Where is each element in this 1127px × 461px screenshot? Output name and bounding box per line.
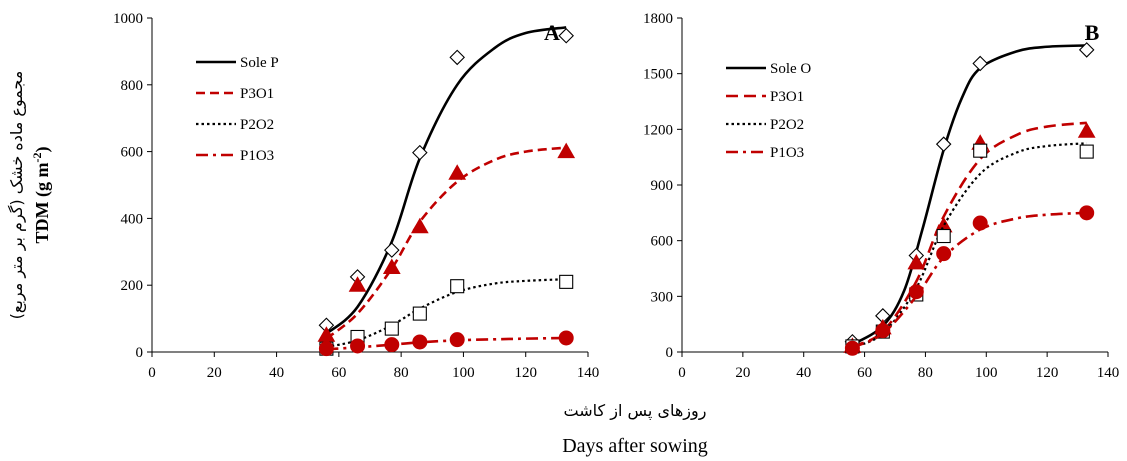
y-axis-label-group: مجموع ماده خشک (گرم بر متر مربع)	[7, 71, 27, 320]
data-point	[1079, 205, 1095, 221]
x-tick-label: 100	[975, 365, 998, 381]
data-point	[384, 242, 400, 258]
data-point	[1077, 122, 1096, 138]
legend-label: Sole O	[770, 61, 811, 77]
data-point	[450, 279, 465, 294]
y-tick-label: 1000	[113, 11, 143, 27]
series-line-p3o1	[325, 146, 567, 340]
data-point	[384, 321, 399, 336]
y-tick-label: 300	[651, 289, 674, 305]
x-tick-label: 100	[452, 365, 475, 381]
data-point	[350, 338, 366, 354]
x-tick-label: 140	[577, 365, 600, 381]
x-tick-label: 0	[148, 365, 156, 381]
x-tick-label: 60	[331, 365, 346, 381]
data-point	[936, 246, 952, 262]
y-axis-label-english-end: )	[32, 147, 53, 153]
panel-b-chart: 0 300 600 900 1200 1500 1800 0 20 40 60 80 100 120 140…	[643, 11, 1119, 381]
y-tick-label: 600	[121, 145, 144, 161]
y-tick-label: 0	[666, 345, 674, 361]
x-tick-label: 140	[1097, 365, 1120, 381]
y-tick-label: 1500	[643, 67, 673, 83]
y-tick-label: 0	[136, 345, 144, 361]
data-point	[348, 276, 367, 292]
x-tick-label: 0	[678, 365, 686, 381]
y-axis-label-english: TDM (g m-2)	[30, 147, 53, 244]
legend-label: Sole P	[240, 55, 279, 71]
y-axis-label-english-sup: -2	[30, 153, 44, 163]
data-point	[844, 340, 860, 356]
data-point	[410, 217, 429, 234]
y-tick-label: 400	[121, 211, 144, 227]
x-tick-label: 40	[796, 365, 811, 381]
y-tick-label: 200	[121, 278, 144, 294]
y-axis-label-persian: مجموع ماده خشک (گرم بر متر مربع)	[7, 71, 27, 320]
panel-letter: A	[544, 20, 560, 45]
data-point	[875, 323, 891, 339]
data-point	[972, 215, 988, 231]
data-point	[448, 164, 467, 180]
panel-letter: B	[1085, 20, 1100, 45]
legend-label: P2O2	[240, 117, 274, 133]
data-point	[908, 284, 924, 300]
x-tick-label: 120	[1036, 365, 1059, 381]
data-point	[558, 330, 574, 346]
series-line-sole-p	[325, 26, 567, 335]
legend-label: P1O3	[240, 148, 274, 164]
legend-label: P3O1	[240, 86, 274, 102]
y-tick-label: 900	[651, 178, 674, 194]
data-point	[449, 332, 465, 348]
data-point	[973, 143, 988, 158]
data-point	[1078, 42, 1095, 58]
data-point	[1079, 144, 1094, 159]
y-axis-label-en-group: TDM (g m-2)	[30, 147, 53, 244]
data-point	[935, 136, 952, 152]
data-point	[384, 337, 400, 353]
data-point	[382, 258, 401, 274]
x-tick-label: 120	[514, 365, 537, 381]
data-point	[318, 341, 334, 357]
series-line-sole-o	[851, 44, 1087, 346]
data-point	[559, 274, 574, 289]
x-tick-label: 80	[918, 365, 933, 381]
x-tick-label: 20	[207, 365, 222, 381]
data-point	[936, 228, 951, 244]
data-point	[558, 27, 574, 44]
data-point	[412, 306, 427, 321]
data-point	[412, 334, 428, 350]
data-point	[907, 253, 926, 270]
x-tick-label: 40	[269, 365, 284, 381]
y-tick-label: 800	[121, 78, 144, 94]
x-tick-label: 60	[857, 365, 872, 381]
y-tick-label: 1200	[643, 122, 673, 138]
y-axis-label-english-main: TDM (g m	[32, 163, 53, 244]
x-axis-label-english: Days after sowing	[562, 435, 708, 457]
x-tick-label: 20	[735, 365, 750, 381]
y-tick-label: 1800	[643, 11, 673, 27]
x-tick-label: 80	[394, 365, 409, 381]
legend-label: P3O1	[770, 89, 804, 105]
series-line-p1o3	[851, 211, 1087, 349]
legend-label: P1O3	[770, 145, 804, 161]
data-point	[412, 144, 428, 161]
data-point	[557, 142, 576, 159]
y-tick-label: 600	[651, 234, 674, 250]
data-point	[972, 55, 988, 72]
data-point	[449, 49, 465, 66]
legend-label: P2O2	[770, 117, 804, 133]
panel-a-chart: 0 200 400 600 800 1000 0 20 40 60 80 100 120 140 Sole …	[113, 11, 599, 381]
x-axis-label-persian: روزهای پس از کاشت	[564, 401, 707, 421]
